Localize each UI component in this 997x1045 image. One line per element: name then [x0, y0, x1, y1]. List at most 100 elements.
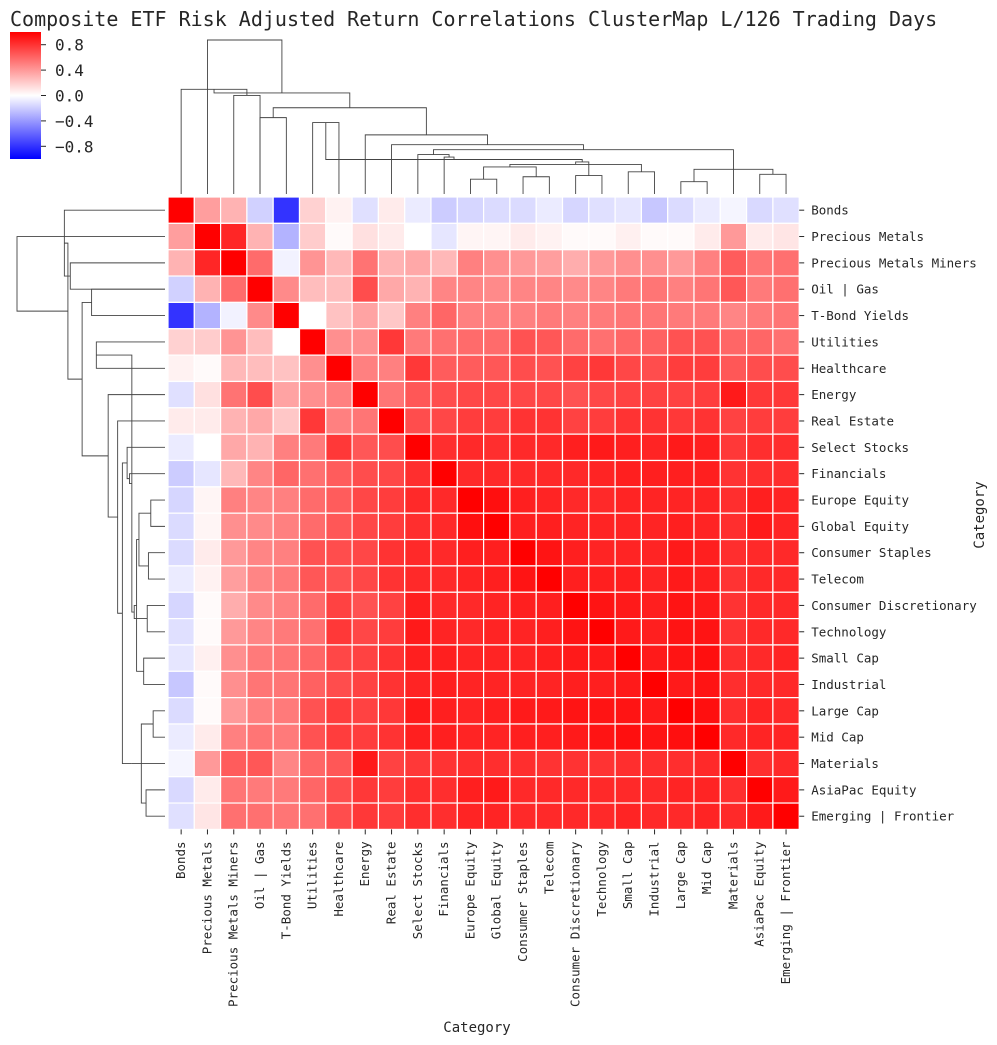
heatmap-cell [246, 407, 274, 435]
column-dendrogram-link [325, 122, 583, 162]
heatmap-cell [561, 380, 590, 409]
heatmap-cell [456, 407, 485, 435]
heatmap-cell [745, 617, 774, 646]
heatmap-cell [193, 565, 222, 593]
heatmap-cell [351, 486, 380, 514]
heatmap-cell [745, 670, 774, 699]
heatmap-cell [509, 776, 537, 804]
heatmap-cell [719, 301, 748, 330]
heatmap-cell [745, 776, 774, 804]
heatmap-cell [430, 433, 458, 462]
heatmap-cell [772, 749, 800, 778]
heatmap-cell [745, 222, 774, 251]
heatmap-cell [719, 723, 748, 751]
heatmap-cell [272, 776, 301, 804]
heatmap-cell [167, 617, 195, 646]
heatmap-cell [535, 196, 564, 224]
heatmap-cell [246, 591, 274, 620]
heatmap-cell [430, 538, 458, 567]
heatmap-cell [561, 644, 590, 672]
heatmap-cell [298, 512, 327, 541]
heatmap-cell [430, 644, 458, 672]
heatmap-cell [220, 196, 248, 224]
heatmap-cell [298, 380, 327, 409]
heatmap-cell [667, 538, 695, 567]
heatmap-cell [561, 196, 590, 224]
row-dendrogram-link [129, 473, 165, 485]
heatmap-cell [430, 776, 458, 804]
heatmap-cell [614, 407, 642, 435]
column-tick-label: Financials [436, 841, 451, 916]
heatmap-cell [272, 222, 301, 251]
column-tick-label: Precious Metals [199, 841, 214, 954]
heatmap-cell [509, 617, 537, 646]
heatmap-cell [193, 196, 222, 224]
heatmap-cell [483, 380, 511, 409]
column-tick-label: Global Equity [489, 841, 504, 939]
column-dendrogram-link [272, 107, 427, 135]
heatmap-cell [588, 776, 616, 804]
heatmap-cell [377, 697, 406, 725]
row-tick-label: Emerging | Frontier [811, 809, 954, 824]
heatmap-cell [667, 617, 695, 646]
row-tick-label: Real Estate [811, 413, 894, 428]
heatmap-cell [404, 776, 432, 804]
heatmap-cell [246, 222, 274, 251]
column-tick-label: T-Bond Yields [278, 841, 293, 939]
row-tick-label: Small Cap [811, 651, 879, 666]
heatmap-cell [220, 249, 248, 277]
heatmap-cell [588, 565, 616, 593]
heatmap-cell [693, 249, 721, 277]
heatmap-cell [272, 459, 301, 488]
heatmap-cell [772, 591, 800, 620]
heatmap-cell [640, 565, 669, 593]
heatmap-cell [667, 644, 695, 672]
heatmap-cell [693, 538, 721, 567]
heatmap-cell [614, 275, 642, 303]
row-dendrogram-link [150, 499, 165, 527]
column-tick-label: Consumer Discretionary [568, 841, 583, 1007]
heatmap-cell [220, 301, 248, 330]
heatmap-cell [719, 328, 748, 356]
heatmap-cell [220, 407, 248, 435]
heatmap-cell [745, 196, 774, 224]
heatmap-cell [693, 222, 721, 251]
heatmap-cell [325, 776, 353, 804]
row-tick-label: Precious Metals [811, 229, 924, 244]
heatmap-cell [325, 723, 353, 751]
heatmap-cell [509, 249, 537, 277]
heatmap-cell [772, 380, 800, 409]
heatmap-cell [325, 486, 353, 514]
heatmap-cell [351, 538, 380, 567]
heatmap-cell [719, 617, 748, 646]
heatmap-cell [220, 275, 248, 303]
heatmap-cell [667, 697, 695, 725]
heatmap-cell [588, 670, 616, 699]
heatmap-cell [325, 407, 353, 435]
heatmap-cell [640, 644, 669, 672]
heatmap-cell [561, 617, 590, 646]
colorbar-scale [10, 32, 41, 159]
heatmap-cell [667, 407, 695, 435]
heatmap-cell [772, 275, 800, 303]
heatmap-cell [693, 354, 721, 383]
heatmap-cell [509, 644, 537, 672]
column-dendrogram-link [627, 171, 655, 194]
heatmap-cell [772, 486, 800, 514]
heatmap-cell [667, 670, 695, 699]
heatmap-cell [351, 354, 380, 383]
heatmap-cell [377, 275, 406, 303]
heatmap-cell [298, 670, 327, 699]
heatmap-cell [667, 776, 695, 804]
heatmap-cell [614, 538, 642, 567]
heatmap-cell [430, 328, 458, 356]
heatmap-cell [167, 723, 195, 751]
heatmap-cell [719, 380, 748, 409]
heatmap-cell [561, 723, 590, 751]
heatmap-cell [535, 591, 564, 620]
heatmap-cell [561, 697, 590, 725]
heatmap-cell [509, 486, 537, 514]
heatmap-cell [693, 644, 721, 672]
heatmap-cell [588, 591, 616, 620]
heatmap-cell [535, 407, 564, 435]
